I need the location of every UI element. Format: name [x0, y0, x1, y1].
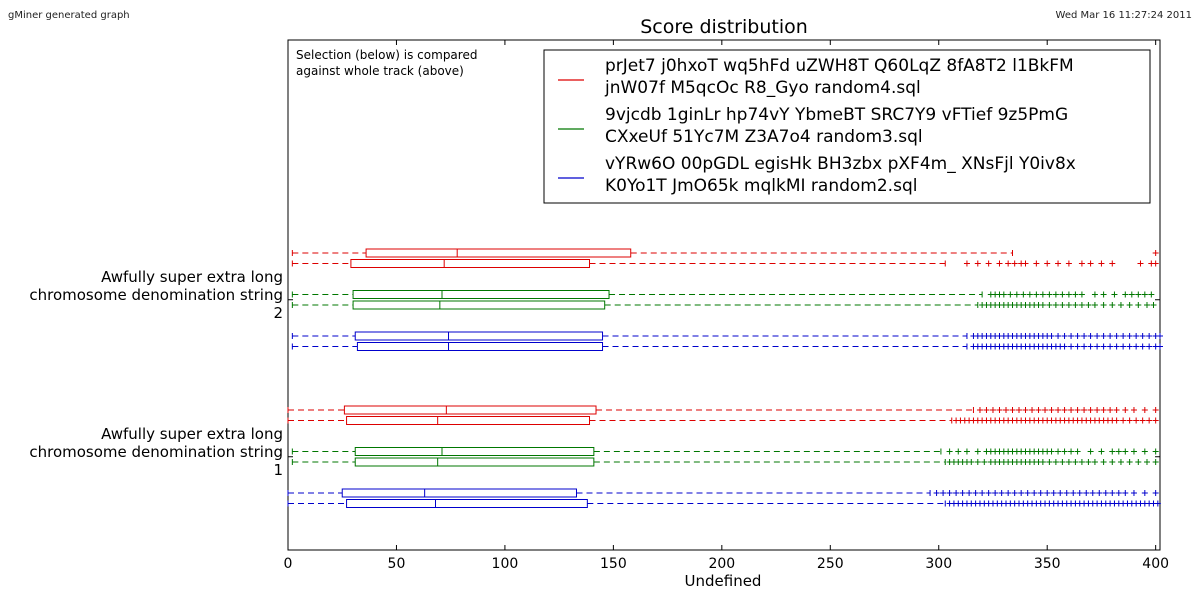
x-tick-label: 0	[284, 556, 293, 572]
y-group-label: chromosome denomination string	[29, 443, 283, 461]
x-tick-label: 400	[1142, 556, 1169, 572]
y-group-label: 2	[273, 304, 283, 322]
x-axis-label: Undefined	[685, 572, 762, 590]
box-iqr	[354, 331, 604, 341]
annotation-line-2: against whole track (above)	[296, 64, 464, 78]
boxplot-marks	[287, 248, 1163, 508]
y-group-label: chromosome denomination string	[29, 286, 283, 304]
legend-frame	[543, 49, 1151, 204]
x-tick-label: 250	[817, 556, 844, 572]
box-iqr	[354, 447, 595, 456]
legend-entry-text: CXxeUf 51Yc7M Z3A7o4 random3.sql	[605, 127, 923, 147]
legend-entry-text: K0Yo1T JmO65k mqlkMI random2.sql	[605, 176, 917, 196]
box-iqr	[343, 405, 597, 415]
y-group-label: Awfully super extra long	[101, 268, 283, 286]
box-iqr	[341, 488, 577, 498]
annotation-line-1: Selection (below) is compared	[296, 48, 477, 62]
legend-entry-text: jnW07f M5qcOc R8_Gyo random4.sql	[604, 78, 921, 98]
legend-entry-text: 9vjcdb 1ginLr hp74vY YbmeBT SRC7Y9 vFTie…	[605, 105, 1068, 125]
legend-entry-text: vYRw6O 00pGDL egisHk BH3zbx pXF4m_ XNsFj…	[605, 154, 1076, 174]
timestamp-note: Wed Mar 16 11:27:24 2011	[1055, 10, 1192, 21]
box-iqr	[356, 342, 604, 351]
y-group-label: Awfully super extra long	[101, 425, 283, 443]
box-iqr	[346, 499, 588, 508]
x-tick-label: 50	[388, 556, 406, 572]
box-iqr	[352, 300, 606, 310]
box-iqr	[350, 259, 591, 268]
x-tick-label: 100	[492, 556, 519, 572]
generator-note: gMiner generated graph	[8, 10, 130, 21]
box-iqr	[346, 416, 591, 425]
legend-entry-text: prJet7 j0hxoT wq5hFd uZWH8T Q60LqZ 8fA8T…	[605, 56, 1074, 76]
x-tick-label: 300	[925, 556, 952, 572]
x-tick-label: 150	[600, 556, 627, 572]
chart-title: Score distribution	[640, 16, 808, 38]
x-tick-label: 350	[1034, 556, 1061, 572]
box-iqr	[354, 457, 595, 467]
x-tick-label: 200	[708, 556, 735, 572]
legend-items: prJet7 j0hxoT wq5hFd uZWH8T Q60LqZ 8fA8T…	[558, 56, 1076, 196]
box-iqr	[365, 248, 632, 258]
y-group-label: 1	[273, 461, 283, 479]
box-iqr	[352, 290, 610, 299]
x-axis-ticks: 0 50 100 150 200 250 300 350 400	[284, 40, 1169, 572]
plot-frame	[287, 39, 1161, 551]
